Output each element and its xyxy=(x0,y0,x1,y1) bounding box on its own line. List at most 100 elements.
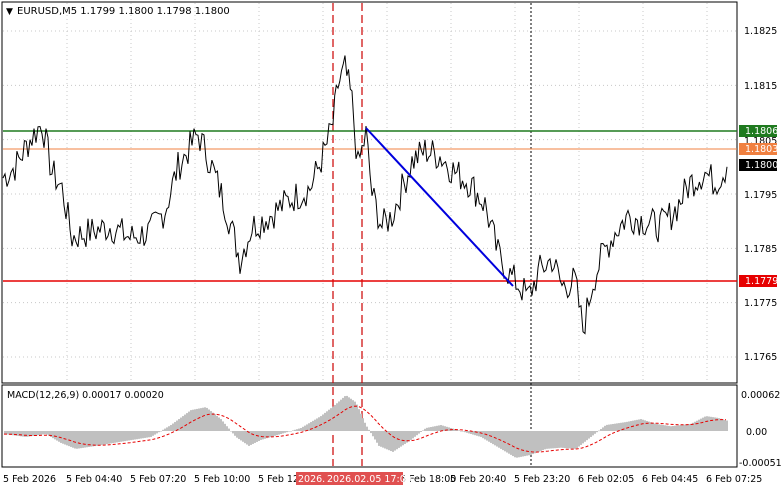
macd-bar xyxy=(76,431,78,449)
macd-bar xyxy=(228,428,230,431)
macd-bar xyxy=(548,431,550,449)
macd-bar xyxy=(530,431,532,455)
macd-bar xyxy=(606,424,608,431)
current-price-value: 1.1800 xyxy=(745,160,778,171)
macd-bar xyxy=(480,431,482,437)
macd-bar xyxy=(10,431,12,435)
macd-bar xyxy=(126,431,128,441)
macd-bar xyxy=(360,413,362,431)
macd-bar xyxy=(412,431,414,439)
macd-bar xyxy=(614,423,616,431)
macd-bar xyxy=(416,431,418,436)
orange-level-badge xyxy=(739,143,777,155)
macd-bar xyxy=(232,431,234,434)
macd-bar xyxy=(164,428,166,431)
macd-bar xyxy=(426,427,428,431)
macd-bar xyxy=(14,431,16,436)
macd-bar xyxy=(462,431,464,432)
macd-bar xyxy=(78,431,80,449)
macd-bar xyxy=(366,426,368,431)
macd-bar xyxy=(622,422,624,431)
macd-bar xyxy=(628,421,630,431)
macd-bar xyxy=(28,431,30,437)
time-highlight-2 xyxy=(325,472,403,485)
header-arrow-icon[interactable]: ▼ xyxy=(6,7,13,17)
main-chart-frame xyxy=(1,1,738,384)
macd-bar xyxy=(114,431,116,443)
time-tick: 5 Feb 07:20 xyxy=(130,474,186,485)
macd-bar xyxy=(432,426,434,431)
macd-bar xyxy=(554,431,556,449)
macd-bar xyxy=(502,431,504,451)
macd-bar xyxy=(436,425,438,431)
macd-bar xyxy=(58,431,60,442)
macd-bar xyxy=(596,431,598,433)
macd-bar xyxy=(70,431,72,447)
trend-line[interactable] xyxy=(365,127,514,287)
macd-bar xyxy=(166,427,168,431)
macd-bar xyxy=(190,410,192,431)
macd-bar xyxy=(252,431,254,444)
macd-bar xyxy=(246,431,248,445)
macd-bar xyxy=(472,431,474,435)
macd-bar xyxy=(208,409,210,431)
macd-bar xyxy=(18,431,20,437)
macd-bar xyxy=(322,414,324,431)
macd-bar xyxy=(414,431,416,437)
macd-bar xyxy=(560,431,562,448)
macd-bar xyxy=(346,395,348,431)
macd-bar xyxy=(108,431,110,444)
macd-bar xyxy=(700,418,702,431)
macd-bar xyxy=(692,422,694,431)
macd-bar xyxy=(176,420,178,431)
macd-bar xyxy=(300,428,302,431)
macd-bar xyxy=(84,431,86,448)
macd-bar xyxy=(490,431,492,443)
orange-level-value: 1.1803 xyxy=(745,144,778,155)
macd-bar xyxy=(118,431,120,443)
macd-bar xyxy=(496,431,498,447)
macd-bar xyxy=(388,431,390,451)
macd-bar xyxy=(50,431,52,437)
macd-bar xyxy=(574,431,576,449)
macd-bar xyxy=(488,431,490,442)
macd-bar xyxy=(236,431,238,438)
macd-bar xyxy=(248,431,250,446)
macd-bar xyxy=(38,431,40,436)
macd-bar xyxy=(510,431,512,455)
macd-bar xyxy=(420,431,422,432)
macd-bar xyxy=(598,430,600,432)
macd-bar xyxy=(492,431,494,445)
macd-bar xyxy=(722,419,724,431)
macd-bar xyxy=(528,431,530,456)
macd-bar xyxy=(458,430,460,431)
level-badges[interactable]: 1.1806 1.1803 1.1800 1.1779 xyxy=(739,125,778,287)
macd-bar xyxy=(650,422,652,431)
macd-bar xyxy=(572,431,574,449)
macd-bar xyxy=(82,431,84,448)
macd-bar xyxy=(240,431,242,441)
macd-bar xyxy=(468,431,470,434)
macd-bar xyxy=(286,431,288,433)
macd-bar xyxy=(644,420,646,431)
macd-bar xyxy=(506,431,508,453)
macd-bar xyxy=(32,431,34,436)
macd-bar xyxy=(184,414,186,431)
macd-bar xyxy=(370,431,372,434)
time-tick: 5 Feb 20:40 xyxy=(450,474,506,485)
macd-bar xyxy=(390,431,392,452)
macd-bar xyxy=(348,397,350,431)
macd-bar xyxy=(128,431,130,441)
macd-bar xyxy=(410,431,412,440)
macd-bar xyxy=(524,431,526,457)
macd-bar xyxy=(508,431,510,454)
macd-bar xyxy=(518,431,520,458)
macd-bar xyxy=(682,424,684,431)
price-line xyxy=(2,55,728,335)
macd-bar xyxy=(284,431,286,433)
price-tick: 1.1815 xyxy=(744,81,777,92)
macd-bar xyxy=(136,431,138,440)
macd-bar xyxy=(290,431,292,432)
